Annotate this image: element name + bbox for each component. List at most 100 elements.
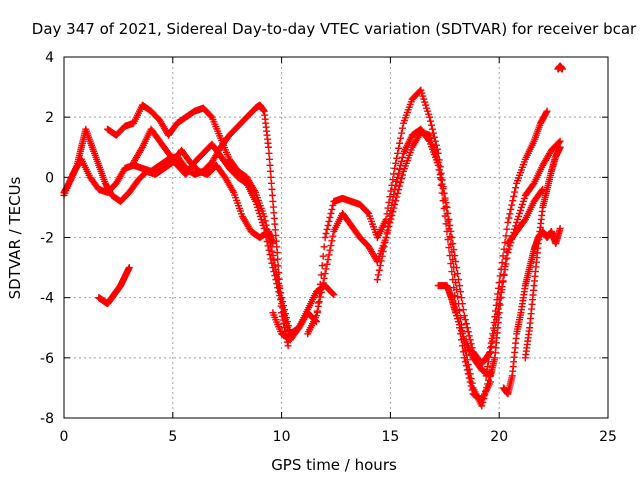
data-point <box>274 255 282 263</box>
data-point <box>492 301 500 309</box>
x-tick-label: 10 <box>273 429 291 445</box>
data-point <box>504 218 512 226</box>
series-track-3 <box>104 101 338 338</box>
data-point <box>486 378 494 386</box>
data-point <box>463 366 471 374</box>
data-point <box>269 264 277 272</box>
data-point <box>389 196 397 204</box>
data-point <box>454 270 462 278</box>
x-tick-label: 5 <box>168 429 177 445</box>
axis-ticks: 0 5 10 15 20 25 -8 -6 -4 -2 0 2 4 <box>40 50 617 445</box>
data-point <box>437 175 445 183</box>
data-point <box>398 153 406 161</box>
data-point <box>497 293 505 301</box>
data-point <box>280 308 288 316</box>
y-axis-label: SDTVAR / TECUs <box>6 176 24 299</box>
data-point <box>323 225 331 233</box>
data-point <box>320 243 328 251</box>
data-point <box>444 236 452 244</box>
data-point <box>495 309 503 317</box>
series-track-12 <box>521 143 564 362</box>
data-point <box>460 354 468 362</box>
data-point <box>485 353 493 361</box>
data-point <box>496 272 504 280</box>
data-point <box>500 270 508 278</box>
data-point <box>279 304 287 312</box>
data-point <box>456 282 464 290</box>
data-point <box>387 207 395 215</box>
chart-title: Day 347 of 2021, Sidereal Day-to-day VTE… <box>32 20 637 38</box>
data-point <box>392 159 400 167</box>
data-point <box>326 213 334 221</box>
data-point <box>324 221 332 229</box>
data-point <box>396 139 404 147</box>
data-point <box>266 155 274 163</box>
data-point <box>457 294 465 302</box>
data-point <box>267 173 275 181</box>
data-point <box>464 370 472 378</box>
data-point <box>261 229 269 237</box>
data-point <box>374 271 382 279</box>
data-point <box>506 210 514 218</box>
data-point <box>434 161 442 169</box>
series-track-13 <box>554 62 566 73</box>
data-point <box>499 252 507 260</box>
data-point <box>458 300 466 308</box>
data-point <box>501 263 509 271</box>
data-point <box>504 249 512 257</box>
data-point <box>502 232 510 240</box>
data-point <box>427 117 435 125</box>
data-point <box>364 208 372 216</box>
data-point <box>323 260 331 268</box>
data-point <box>278 300 286 308</box>
data-point <box>452 258 460 266</box>
series-track-9 <box>434 185 547 380</box>
data-point <box>390 191 398 199</box>
data-point <box>263 238 271 246</box>
data-point <box>497 265 505 273</box>
data-point <box>498 286 506 294</box>
data-point <box>426 113 434 121</box>
data-point <box>328 205 336 213</box>
data-point <box>449 240 457 248</box>
data-point <box>329 201 337 209</box>
data-point <box>324 256 332 264</box>
data-point <box>508 201 516 209</box>
y-tick-label: -8 <box>40 411 54 427</box>
y-tick-label: 4 <box>45 50 54 66</box>
series-track-1 <box>60 101 292 350</box>
data-point <box>445 244 453 252</box>
data-point <box>543 107 551 115</box>
data-point <box>478 402 486 410</box>
data-point <box>394 189 402 197</box>
data-point <box>375 266 383 274</box>
data-point <box>319 252 327 260</box>
x-tick-label: 0 <box>60 429 69 445</box>
data-point <box>277 296 285 304</box>
data-point <box>378 252 386 260</box>
y-tick-label: 2 <box>45 110 54 126</box>
data-point <box>492 307 500 315</box>
data-point <box>459 348 467 356</box>
data-point <box>484 363 492 371</box>
data-point <box>318 262 326 270</box>
data-point <box>436 171 444 179</box>
data-point <box>435 166 443 174</box>
data-point <box>268 185 276 193</box>
data-point <box>446 221 454 229</box>
data-point <box>503 225 511 233</box>
data-point <box>463 324 471 332</box>
data-point <box>275 288 283 296</box>
data-point <box>391 164 399 172</box>
data-point <box>398 171 406 179</box>
data-point <box>265 143 273 151</box>
data-point <box>321 270 329 278</box>
data-point <box>489 330 497 338</box>
data-point <box>396 165 404 173</box>
data-point <box>491 313 499 321</box>
data-point <box>462 362 470 370</box>
data-point <box>486 348 494 356</box>
data-point <box>318 284 326 292</box>
data-point <box>438 180 446 188</box>
